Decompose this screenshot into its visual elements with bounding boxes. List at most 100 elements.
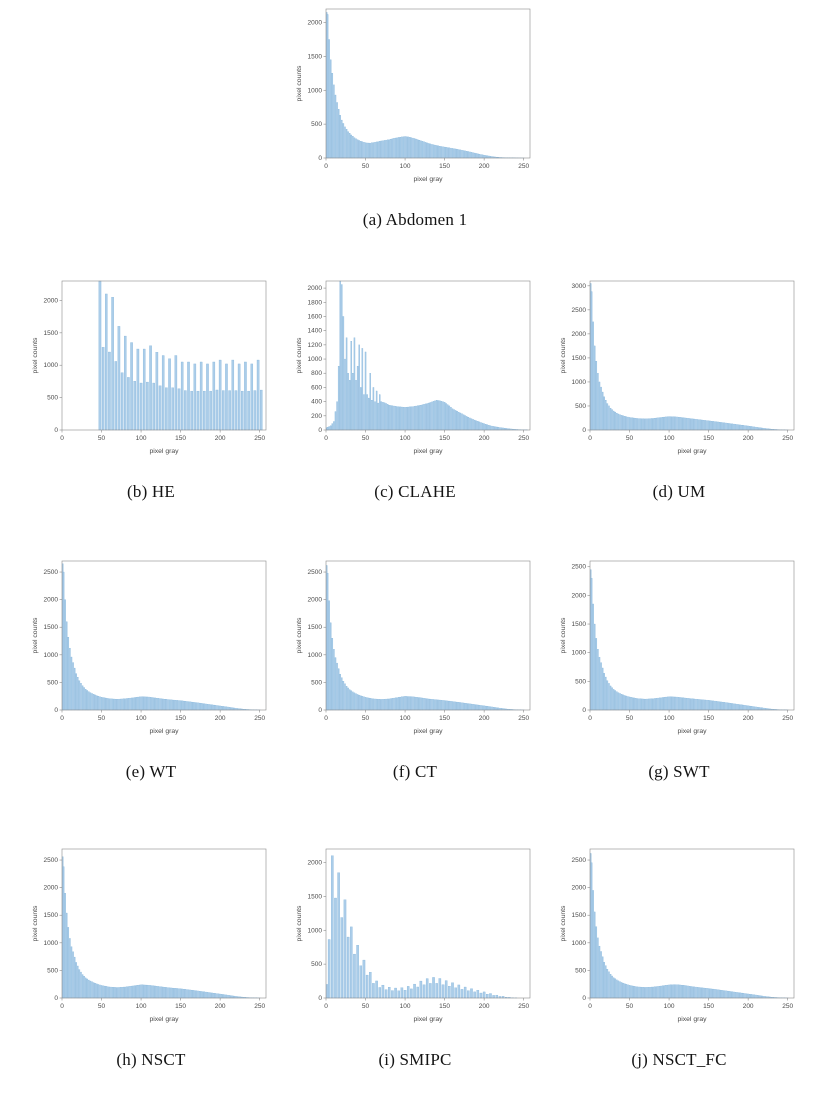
svg-text:0: 0	[54, 427, 58, 434]
svg-text:1500: 1500	[308, 893, 323, 900]
subfigure-caption-j: (j) NSCT_FC	[631, 1050, 726, 1070]
subfigure-caption-g: (g) SWT	[648, 762, 709, 782]
svg-text:1000: 1000	[44, 362, 59, 369]
svg-text:0: 0	[60, 715, 64, 722]
svg-text:250: 250	[782, 1003, 793, 1010]
axes-box	[62, 561, 266, 710]
svg-text:50: 50	[362, 435, 370, 442]
svg-text:2000: 2000	[572, 592, 587, 599]
svg-text:150: 150	[175, 715, 186, 722]
svg-text:0: 0	[588, 1003, 592, 1010]
svg-text:2000: 2000	[44, 885, 59, 892]
svg-text:150: 150	[175, 1003, 186, 1010]
svg-text:250: 250	[518, 435, 529, 442]
svg-text:50: 50	[626, 715, 634, 722]
svg-text:100: 100	[664, 435, 675, 442]
svg-text:2500: 2500	[572, 307, 587, 314]
svg-text:0: 0	[318, 995, 322, 1002]
svg-text:0: 0	[588, 435, 592, 442]
svg-text:100: 100	[136, 1003, 147, 1010]
y-axis-label: pixel counts	[32, 905, 39, 941]
x-axis-label: pixel gray	[413, 1016, 443, 1023]
x-axis-label: pixel gray	[413, 176, 443, 183]
svg-text:2000: 2000	[308, 597, 323, 604]
svg-text:500: 500	[311, 121, 322, 128]
svg-text:100: 100	[664, 1003, 675, 1010]
svg-text:150: 150	[703, 435, 714, 442]
svg-text:150: 150	[439, 1003, 450, 1010]
axes-box	[590, 849, 794, 998]
svg-text:500: 500	[311, 961, 322, 968]
svg-text:150: 150	[439, 163, 450, 170]
svg-text:200: 200	[479, 715, 490, 722]
svg-text:1600: 1600	[308, 314, 323, 321]
svg-text:0: 0	[54, 707, 58, 714]
svg-text:0: 0	[582, 427, 586, 434]
axes-box	[326, 9, 530, 158]
svg-text:100: 100	[400, 715, 411, 722]
x-axis-label: pixel gray	[149, 1016, 179, 1023]
svg-text:200: 200	[215, 715, 226, 722]
svg-text:200: 200	[215, 435, 226, 442]
svg-text:150: 150	[439, 715, 450, 722]
svg-text:200: 200	[479, 163, 490, 170]
svg-text:50: 50	[362, 1003, 370, 1010]
svg-text:1500: 1500	[44, 330, 59, 337]
svg-text:200: 200	[743, 435, 754, 442]
svg-text:3000: 3000	[572, 283, 587, 290]
svg-text:150: 150	[703, 715, 714, 722]
svg-text:0: 0	[318, 155, 322, 162]
svg-text:0: 0	[60, 1003, 64, 1010]
x-axis-label: pixel gray	[413, 728, 443, 735]
svg-text:500: 500	[47, 967, 58, 974]
svg-text:2000: 2000	[44, 297, 59, 304]
y-axis-label: pixel counts	[296, 337, 303, 373]
svg-text:0: 0	[582, 707, 586, 714]
svg-text:100: 100	[136, 435, 147, 442]
svg-text:0: 0	[582, 995, 586, 1002]
svg-text:1400: 1400	[308, 328, 323, 335]
y-axis-label: pixel counts	[296, 65, 303, 101]
svg-text:1800: 1800	[308, 299, 323, 306]
svg-text:1500: 1500	[44, 912, 59, 919]
svg-text:0: 0	[324, 163, 328, 170]
svg-text:250: 250	[254, 1003, 265, 1010]
svg-text:250: 250	[254, 435, 265, 442]
subfigure-caption-i: (i) SMIPC	[378, 1050, 451, 1070]
svg-text:1000: 1000	[572, 940, 587, 947]
x-axis-label: pixel gray	[413, 448, 443, 455]
svg-text:200: 200	[479, 1003, 490, 1010]
svg-text:1200: 1200	[308, 342, 323, 349]
svg-text:2000: 2000	[572, 885, 587, 892]
subfigure-caption-b: (b) HE	[127, 482, 175, 502]
svg-text:150: 150	[175, 435, 186, 442]
svg-text:50: 50	[362, 715, 370, 722]
svg-text:2000: 2000	[308, 20, 323, 27]
y-axis-label: pixel counts	[296, 905, 303, 941]
svg-text:1000: 1000	[308, 87, 323, 94]
svg-text:50: 50	[362, 163, 370, 170]
subfigure-caption-c: (c) CLAHE	[374, 482, 456, 502]
svg-text:2000: 2000	[44, 597, 59, 604]
svg-text:500: 500	[575, 678, 586, 685]
svg-text:2500: 2500	[572, 564, 587, 571]
svg-text:2000: 2000	[308, 285, 323, 292]
y-axis-label: pixel counts	[560, 905, 567, 941]
svg-text:150: 150	[439, 435, 450, 442]
svg-text:2000: 2000	[572, 331, 587, 338]
